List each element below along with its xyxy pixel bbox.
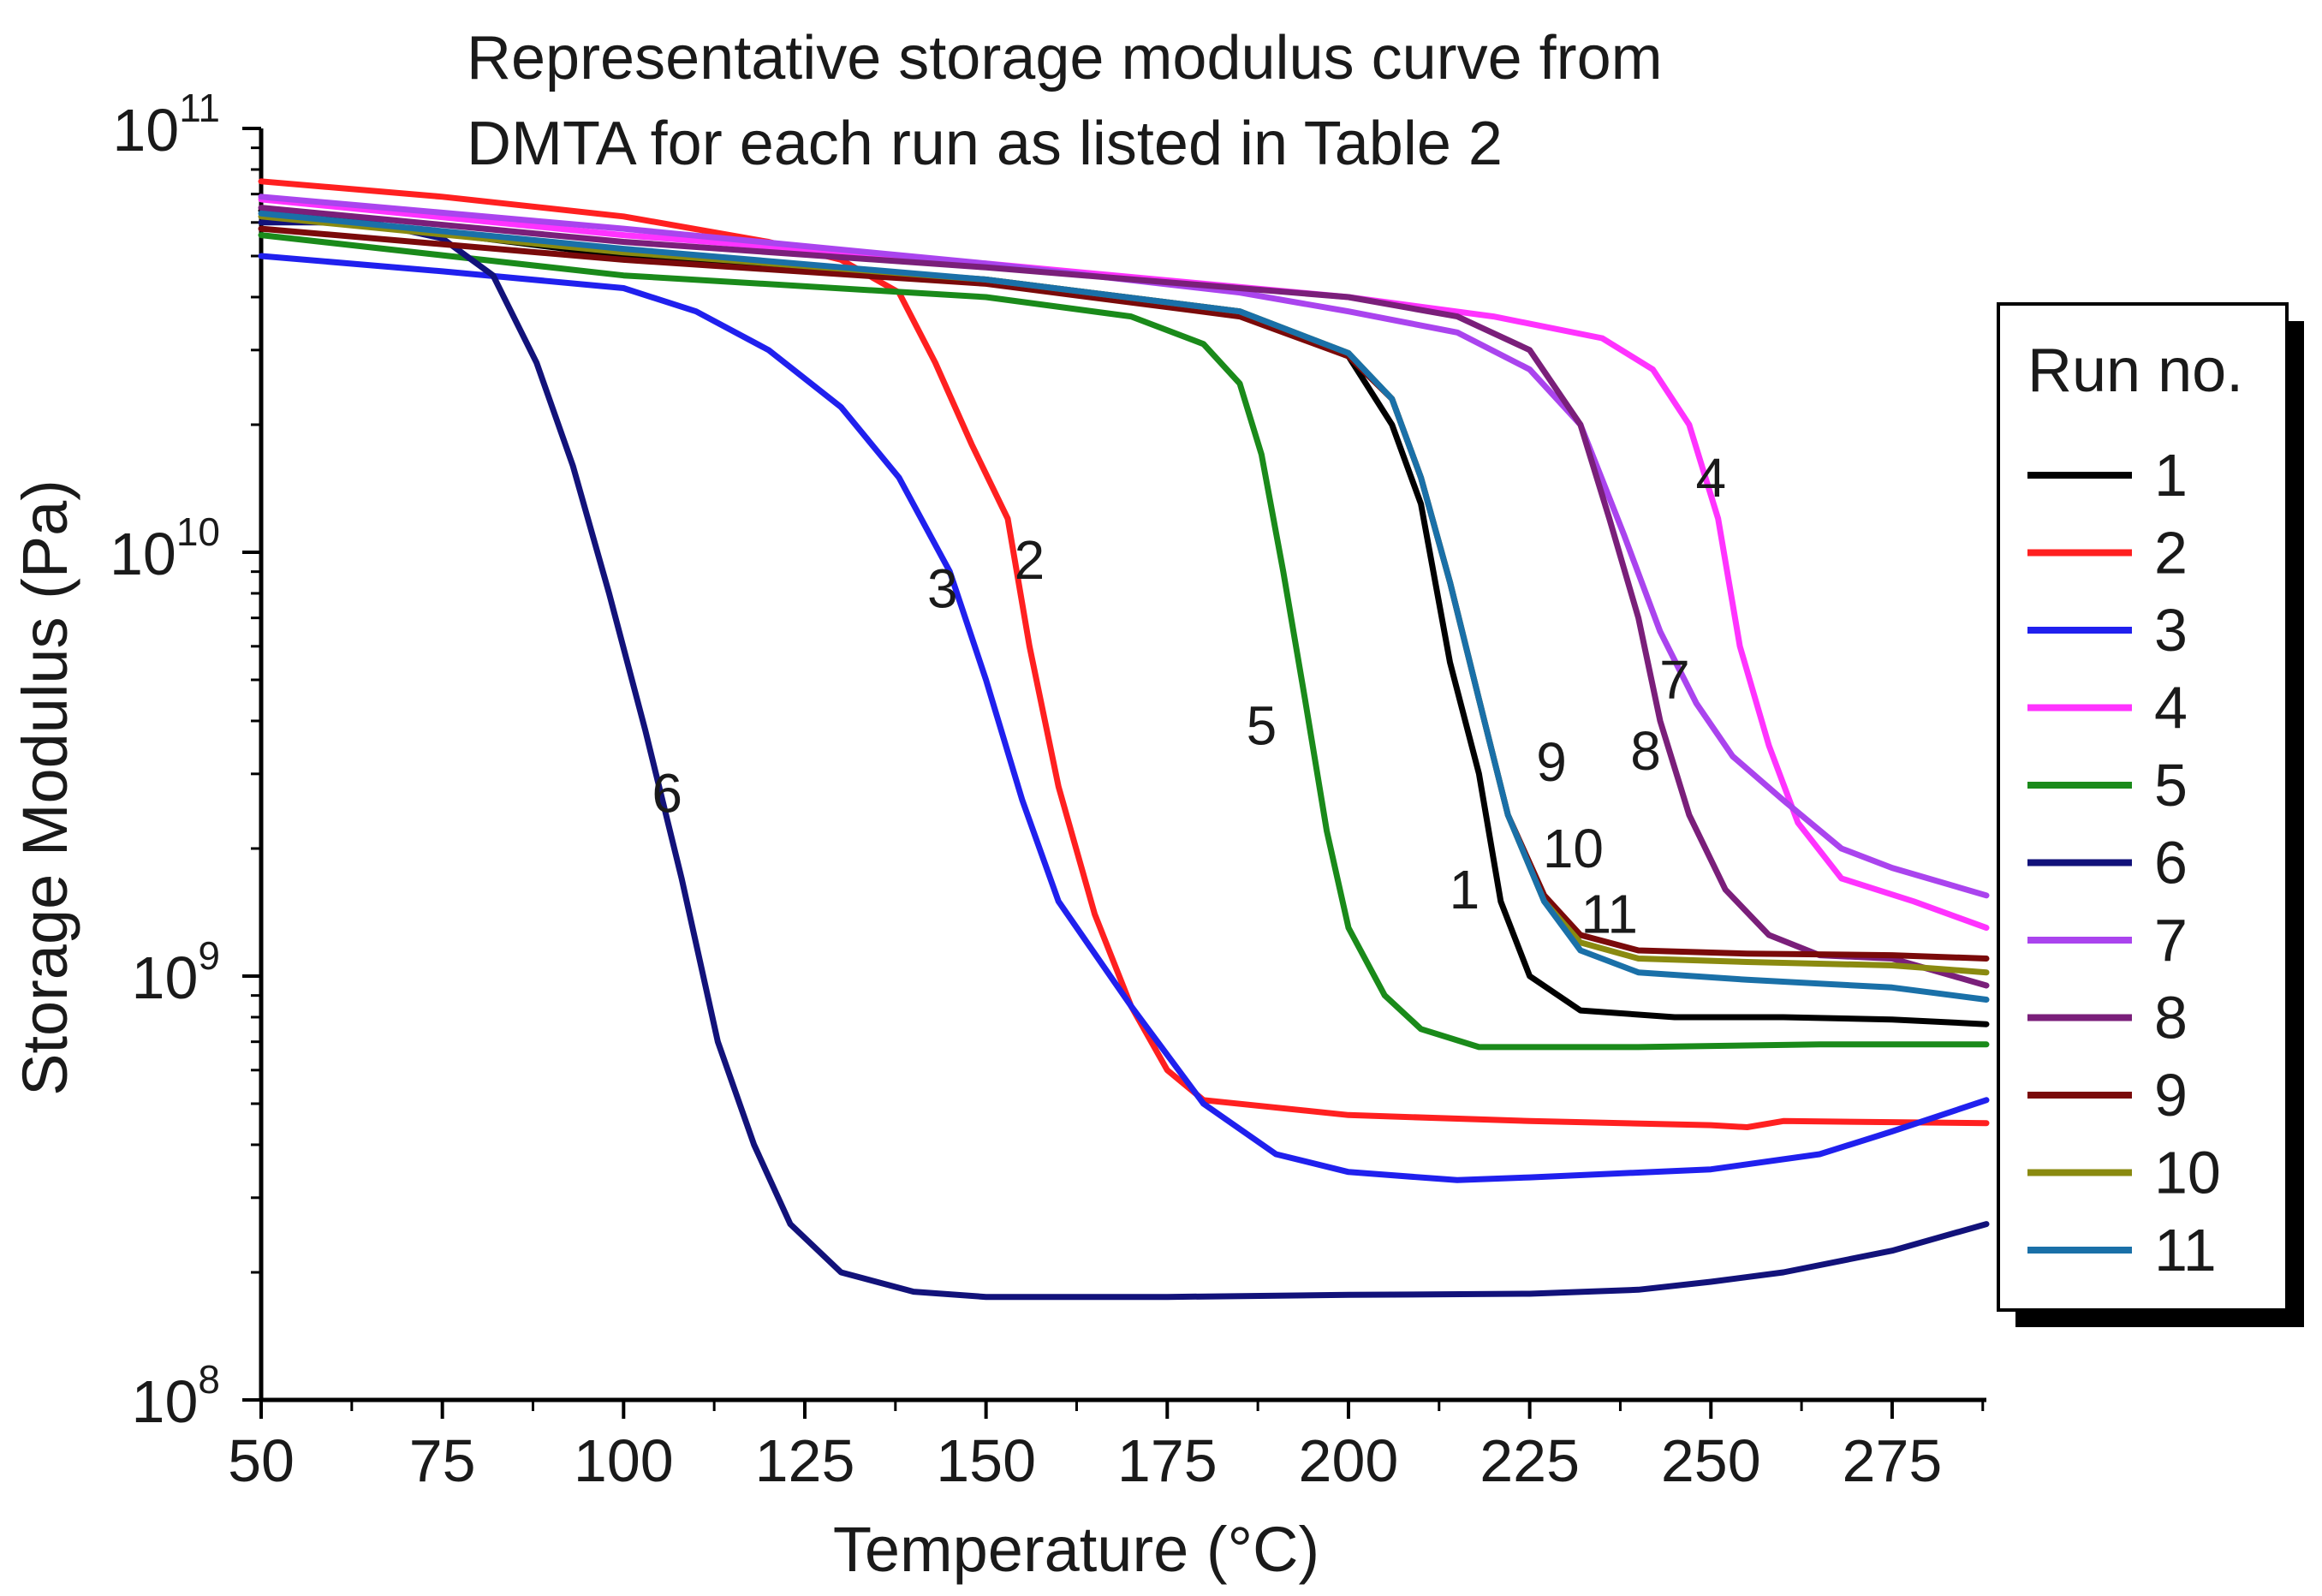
legend-label-run-6: 6: [2154, 830, 2188, 896]
y-axis-title: Storage Modulus (Pa): [9, 479, 80, 1096]
x-tick-label: 75: [409, 1427, 476, 1494]
curve-label-run-3: 3: [927, 558, 958, 620]
legend-label-run-4: 4: [2154, 675, 2188, 741]
legend-title: Run no.: [2027, 336, 2243, 405]
x-tick-label: 200: [1299, 1427, 1399, 1494]
chart-title-line-2: DMTA for each run as listed in Table 2: [467, 110, 1503, 178]
curve-label-run-4: 4: [1695, 447, 1726, 509]
x-tick-label: 150: [936, 1427, 1036, 1494]
x-tick-label: 225: [1480, 1427, 1580, 1494]
legend-label-run-5: 5: [2154, 752, 2188, 819]
y-tick-label: 1010: [110, 509, 220, 587]
legend-label-run-7: 7: [2154, 907, 2188, 974]
curve-label-run-2: 2: [1015, 529, 1045, 591]
legend-box: [1997, 302, 2289, 1312]
y-tick-label: 109: [132, 933, 220, 1011]
curve-label-run-10: 10: [1543, 818, 1604, 879]
curve-label-run-5: 5: [1247, 694, 1277, 756]
x-tick-label: 100: [574, 1427, 674, 1494]
legend-label-run-9: 9: [2154, 1062, 2188, 1129]
series-line-run-8: [258, 205, 1990, 989]
series-line-run-4: [258, 196, 1990, 932]
x-tick-label: 125: [755, 1427, 855, 1494]
series-line-run-3: [258, 253, 1990, 1183]
legend: Run no. 1 2 3 4 5 6 7 8 9 10 11: [1997, 302, 2304, 1327]
y-tick-label: 1011: [112, 86, 220, 164]
curve-label-run-9: 9: [1536, 731, 1567, 793]
series-lines: [258, 178, 1990, 1301]
legend-label-run-11: 11: [2154, 1217, 2217, 1283]
series-line-run-11: [258, 210, 1990, 1003]
legend-label-run-2: 2: [2154, 520, 2188, 587]
series-line-run-6: [258, 219, 1990, 1301]
series-line-run-9: [258, 225, 1990, 962]
curve-label-run-11: 11: [1581, 884, 1638, 945]
axes: 50 75 100 125 150 175 200 225 250 275108109101010…: [110, 86, 1986, 1494]
legend-label-run-10: 10: [2154, 1140, 2221, 1206]
legend-label-run-3: 3: [2154, 597, 2188, 664]
curve-label-run-6: 6: [652, 762, 682, 824]
y-tick-label: 108: [132, 1357, 220, 1435]
chart-title: Representative storage modulus curve fro…: [467, 24, 1663, 178]
x-tick-label: 175: [1117, 1427, 1218, 1494]
x-tick-label: 250: [1661, 1427, 1761, 1494]
x-tick-label: 275: [1843, 1427, 1943, 1494]
series-line-run-5: [258, 232, 1990, 1051]
curve-label-run-7: 7: [1659, 649, 1690, 711]
curve-label-run-1: 1: [1450, 859, 1480, 920]
legend-label-run-8: 8: [2154, 985, 2188, 1051]
legend-label-run-1: 1: [2154, 442, 2188, 509]
curve-label-run-8: 8: [1630, 720, 1661, 782]
chart-title-line-1: Representative storage modulus curve fro…: [467, 24, 1663, 92]
x-tick-label: 50: [228, 1427, 295, 1494]
x-axis-title: Temperature (°C): [833, 1514, 1319, 1585]
